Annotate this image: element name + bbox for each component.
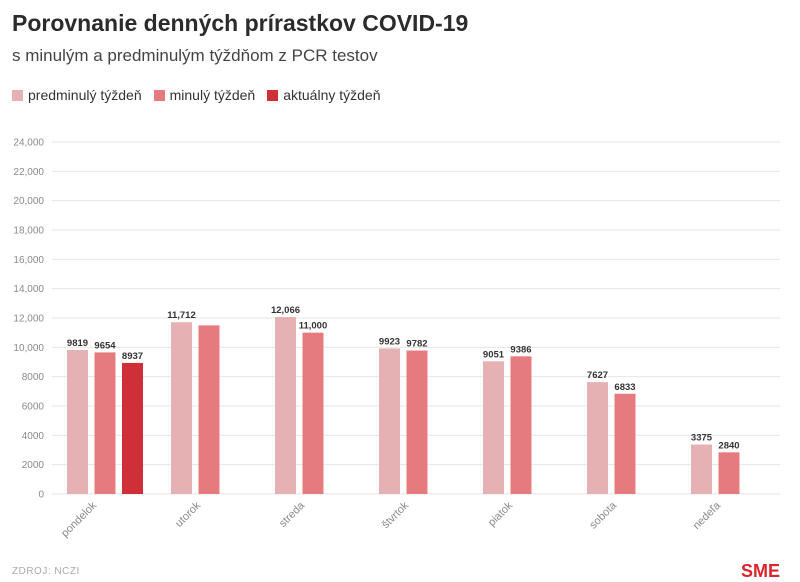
- x-tick-label: nedeľa: [691, 499, 724, 532]
- bar: [510, 356, 532, 494]
- y-tick-label: 4000: [22, 431, 45, 442]
- y-tick-label: 8000: [22, 372, 45, 383]
- y-tick-label: 24,000: [13, 138, 44, 149]
- x-tick-label: sobota: [587, 499, 619, 531]
- x-tick-label: pondelok: [59, 499, 99, 539]
- legend-swatch-predminuly: [12, 89, 23, 101]
- legend-label-aktualny: aktuálny týždeň: [283, 87, 381, 103]
- legend: predminulý týždeň minulý týždeň aktuálny…: [12, 87, 381, 103]
- legend-label-predminuly: predminulý týždeň: [28, 87, 142, 103]
- x-tick-label: utorok: [173, 499, 203, 529]
- legend-item-minuly: minulý týždeň: [153, 87, 256, 103]
- legend-swatch-aktualny: [267, 89, 279, 101]
- y-tick-label: 22,000: [13, 167, 44, 178]
- bar-value-label: 9654: [94, 340, 116, 351]
- y-tick-label: 0: [38, 490, 44, 501]
- x-tick-label: streda: [277, 499, 308, 530]
- bar: [94, 352, 116, 494]
- bar-value-label: 9782: [406, 339, 427, 350]
- legend-label-minuly: minulý týždeň: [169, 87, 256, 103]
- bar-value-label: 6833: [614, 382, 635, 393]
- source-note: ZDROJ: NCZI: [12, 566, 80, 577]
- publisher-logo: SME: [741, 561, 781, 581]
- y-tick-label: 2000: [22, 460, 45, 471]
- bar-value-label: 9923: [379, 336, 400, 347]
- bar: [614, 393, 636, 494]
- x-tick-label: piatok: [486, 499, 516, 529]
- bar: [691, 444, 712, 494]
- bar: [587, 382, 608, 494]
- legend-swatch-minuly: [153, 89, 165, 101]
- legend-item-predminuly: predminulý týždeň: [12, 87, 142, 103]
- bar: [171, 322, 192, 494]
- bar-layer: [67, 317, 740, 494]
- bar-value-label: 9819: [67, 338, 88, 349]
- bar-value-label: 9386: [510, 344, 531, 355]
- bar: [483, 361, 504, 494]
- legend-item-aktualny: aktuálny týždeň: [267, 87, 381, 103]
- bar-value-label: 7627: [587, 370, 608, 381]
- bar-value-label: 2840: [718, 440, 739, 451]
- bar: [122, 362, 143, 494]
- y-tick-label: 12,000: [13, 314, 44, 325]
- bar-value-label: 8937: [122, 351, 143, 362]
- bar: [718, 452, 740, 494]
- y-tick-label: 18,000: [13, 226, 44, 237]
- bar-value-label: 3375: [691, 433, 713, 444]
- bar: [302, 332, 324, 494]
- y-tick-label: 6000: [22, 402, 45, 413]
- bar-value-label: 11,712: [167, 310, 196, 321]
- y-tick-label: 16,000: [13, 255, 44, 266]
- y-tick-label: 10,000: [13, 343, 44, 354]
- bar-value-label: 11,000: [299, 321, 328, 332]
- y-tick-label: 20,000: [13, 196, 44, 207]
- bar-value-label: 12,066: [271, 305, 300, 316]
- chart-subtitle: s minulým a predminulým týždňom z PCR te…: [12, 46, 378, 65]
- bar: [406, 350, 428, 494]
- x-tick-label: štvrtok: [380, 499, 412, 531]
- bar: [67, 349, 88, 494]
- bar: [198, 325, 220, 494]
- bar-value-label: 9051: [483, 349, 505, 360]
- y-tick-label: 14,000: [13, 284, 44, 295]
- bar: [379, 348, 400, 494]
- chart-title: Porovnanie denných prírastkov COVID-19: [12, 10, 469, 36]
- bar: [275, 317, 296, 494]
